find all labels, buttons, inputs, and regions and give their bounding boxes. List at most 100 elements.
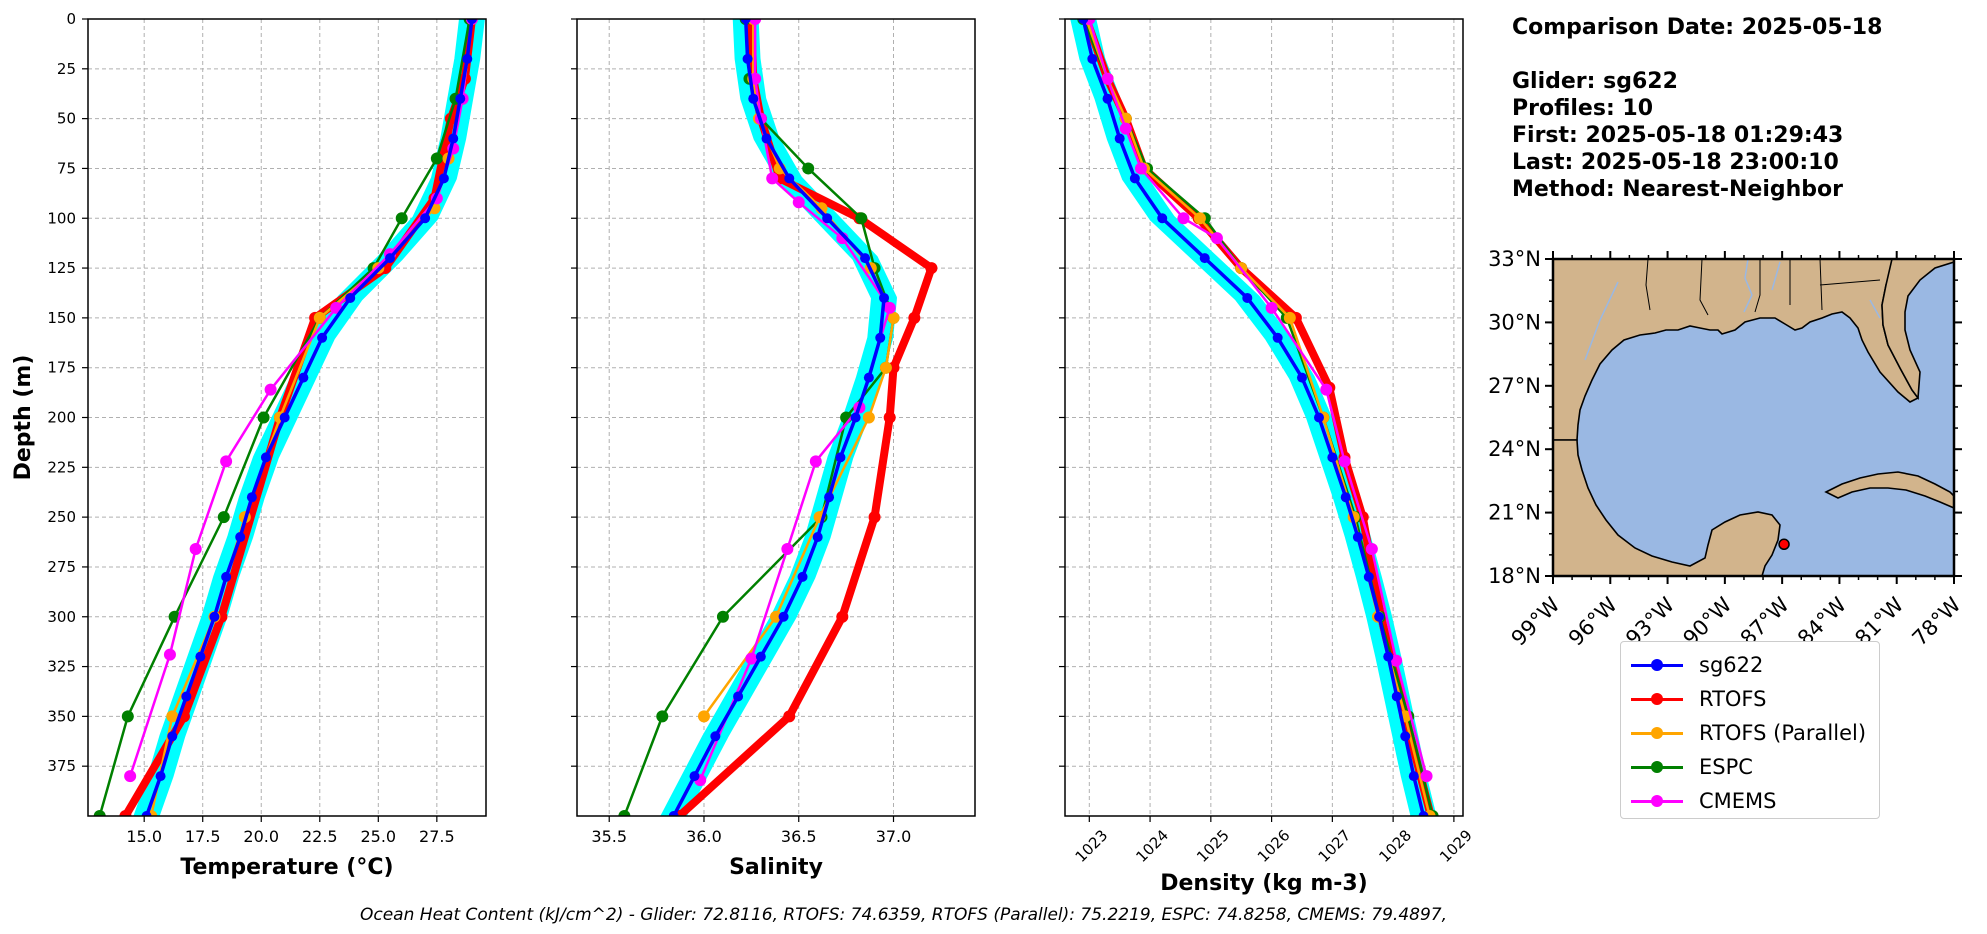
data-point (1313, 412, 1324, 423)
data-point (883, 301, 896, 314)
data-point (809, 455, 822, 468)
data-point (298, 372, 309, 383)
data-point (784, 173, 795, 184)
series-sg622 (118, 19, 477, 861)
data-point (781, 543, 794, 556)
data-point (802, 162, 815, 175)
data-point (733, 691, 744, 702)
data-point (1265, 301, 1278, 314)
data-point (770, 610, 782, 623)
data-point (279, 412, 290, 423)
data-point (879, 361, 892, 374)
profile-count: Profiles: 10 (1512, 96, 1654, 121)
x-tick-label: 1026 (1254, 826, 1294, 866)
map-land-florida-east (1881, 259, 1954, 401)
x-axis-label: Temperature (°C) (180, 855, 393, 880)
panel-1: 15.0 17.5 20.0 22.5 25.0 27.5 0 25 50 75 100 125 150… (11, 10, 487, 880)
data-point (221, 571, 232, 582)
legend-label: RTOFS (Parallel) (1699, 721, 1867, 745)
x-tick-label: 1028 (1375, 826, 1415, 866)
data-point (167, 731, 178, 742)
data-point (1408, 771, 1419, 782)
data-point (1193, 212, 1206, 225)
x-tick-label: 1025 (1193, 826, 1233, 866)
data-point (1383, 651, 1394, 662)
data-point (879, 292, 890, 303)
data-point (1157, 213, 1168, 224)
map-lat-label: 24°N (1488, 437, 1541, 461)
data-point (317, 332, 328, 343)
x-tick-label: 27.5 (419, 827, 455, 846)
legend-swatch-marker (1651, 693, 1663, 705)
map-frame (1551, 257, 1956, 578)
data-point (141, 811, 152, 816)
legend-item-cmems: CMEMS (1621, 784, 1879, 818)
y-tick-label: 350 (47, 707, 76, 725)
data-point (745, 652, 758, 665)
x-tick-label: 36.5 (781, 827, 817, 846)
data-point (1102, 93, 1113, 104)
data-point (657, 831, 667, 841)
comparison-info: Comparison Date: 2025-05-18 Glider: sg62… (1512, 14, 1882, 203)
legend-swatch-marker (1651, 659, 1663, 671)
data-point (1210, 232, 1223, 245)
data-point (220, 455, 233, 468)
data-point (716, 610, 729, 623)
map-land-cuba (1824, 471, 1954, 509)
data-point (1177, 212, 1190, 225)
data-point (385, 253, 396, 264)
data-point (438, 173, 449, 184)
data-point (1352, 532, 1363, 543)
series-line (144, 19, 474, 816)
series-line (1088, 19, 1428, 778)
data-point (345, 292, 356, 303)
x-tick-label: 17.5 (185, 827, 221, 846)
data-point (1199, 253, 1210, 264)
data-point (908, 311, 921, 324)
data-point (797, 571, 808, 582)
data-point (697, 710, 710, 723)
data-point (118, 851, 128, 861)
data-point (1426, 851, 1436, 861)
x-tick-label: 25.0 (360, 827, 396, 846)
data-point (1134, 162, 1147, 175)
data-point (1101, 72, 1114, 85)
data-point (1338, 455, 1351, 468)
data-point (260, 452, 271, 463)
data-point (1420, 770, 1433, 783)
x-tick-label: 1027 (1315, 826, 1355, 866)
legend-item-sg622: sg622 (1621, 648, 1879, 682)
legend-item-rtofs: RTOFS (1621, 682, 1879, 716)
data-point (689, 771, 700, 782)
data-point (93, 810, 106, 816)
data-point (1129, 173, 1140, 184)
data-point (1114, 133, 1125, 144)
data-point (887, 311, 900, 324)
data-point (618, 810, 631, 816)
plot-area (618, 19, 938, 841)
data-point (246, 492, 257, 503)
data-point (868, 511, 881, 524)
x-tick-label: 1029 (1436, 826, 1476, 866)
data-point (850, 412, 861, 423)
data-point (1320, 383, 1333, 396)
legend-swatch-marker (1651, 727, 1663, 739)
legend-label: RTOFS (1699, 687, 1767, 711)
data-point (189, 543, 202, 556)
y-tick-label: 100 (47, 209, 76, 227)
map-lat-label: 30°N (1488, 310, 1541, 334)
y-tick-label: 250 (47, 508, 76, 526)
x-tick-label: 37.0 (876, 827, 912, 846)
data-point (1078, 19, 1089, 24)
data-point (1340, 492, 1351, 503)
data-point (1418, 811, 1429, 816)
x-tick-label: 20.0 (243, 827, 279, 846)
data-point (155, 771, 166, 782)
x-tick-label: 35.5 (591, 827, 627, 846)
first-profile-time: First: 2025-05-18 01:29:43 (1512, 123, 1844, 148)
data-point (656, 710, 669, 723)
data-point (668, 811, 679, 816)
map-lat-label: 21°N (1488, 501, 1541, 525)
data-point (822, 213, 833, 224)
